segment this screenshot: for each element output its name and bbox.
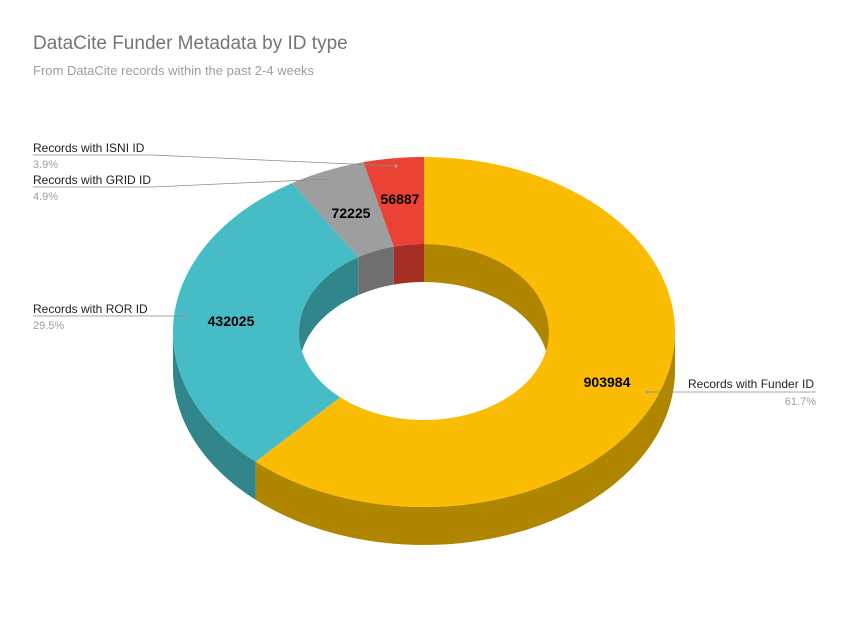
chart-title: DataCite Funder Metadata by ID type [33, 33, 348, 54]
leader-line-records-with-isni-id [33, 154, 397, 167]
inner-wall-records-with-funder-id [424, 244, 549, 370]
value-label-records-with-ror-id: 432025 [208, 313, 255, 329]
donut-tops [173, 157, 675, 507]
slice-records-with-ror-id [173, 183, 359, 462]
slice-records-with-grid-id [292, 162, 394, 258]
slice-name-records-with-grid-id: Records with GRID ID [33, 173, 151, 187]
leader-dot-records-with-funder-id [645, 390, 649, 394]
leader-line-records-with-grid-id [33, 178, 331, 188]
slice-records-with-isni-id [363, 157, 424, 247]
value-label-records-with-funder-id: 903984 [584, 374, 631, 390]
inner-wall-records-with-grid-id [358, 246, 394, 296]
slice-records-with-funder-id [255, 157, 675, 507]
leader-dot-records-with-grid-id [328, 177, 332, 181]
slice-name-records-with-funder-id: Records with Funder ID [688, 377, 814, 391]
slice-percent-records-with-grid-id: 4.9% [33, 191, 58, 203]
value-label-records-with-isni-id: 56887 [381, 191, 420, 207]
slice-name-records-with-ror-id: Records with ROR ID [33, 302, 148, 316]
slice-name-records-with-isni-id: Records with ISNI ID [33, 141, 145, 155]
leader-dot-records-with-isni-id [394, 164, 398, 168]
inner-wall-records-with-ror-id [299, 257, 359, 370]
slice-percent-records-with-isni-id: 3.9% [33, 159, 58, 171]
donut-sides [173, 244, 675, 545]
leader-dot-records-with-ror-id [183, 314, 187, 318]
side-records-with-ror-id [173, 332, 256, 500]
value-label-records-with-grid-id: 72225 [332, 205, 371, 221]
side-records-with-funder-id [255, 332, 675, 545]
inner-wall-records-with-isni-id [393, 244, 424, 285]
chart-subtitle: From DataCite records within the past 2-… [33, 63, 315, 78]
slice-percent-records-with-funder-id: 61.7% [785, 396, 816, 408]
donut-labels: 903984 432025 72225 56887 Records with Funde… [33, 141, 816, 408]
slice-percent-records-with-ror-id: 29.5% [33, 320, 64, 332]
